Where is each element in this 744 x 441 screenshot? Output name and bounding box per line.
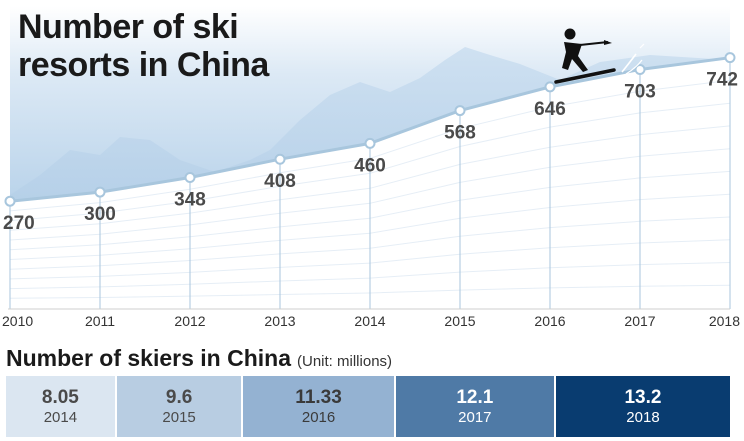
x-tick-2011: 2011 xyxy=(85,313,115,329)
skiers-year-2018: 2018 xyxy=(626,408,660,426)
skiers-title: Number of skiers in China (Unit: millions… xyxy=(6,345,392,372)
chart-title: Number of ski resorts in China xyxy=(18,8,269,84)
chart-title-line-2: resorts in China xyxy=(18,46,269,84)
x-tick-2017: 2017 xyxy=(624,313,655,329)
x-tick-2016: 2016 xyxy=(534,313,565,329)
skiers-year-2014: 2014 xyxy=(43,408,78,426)
skiers-value-2018: 13.2 xyxy=(624,386,662,408)
skier-icon xyxy=(554,28,645,84)
value-label-2018: 742 xyxy=(706,70,738,91)
value-label-2011: 300 xyxy=(84,204,116,225)
skiers-table: 8.05 2014 9.6 2015 11.33 2016 12.1 2017 13.2 2018 xyxy=(6,376,731,437)
value-label-2017: 703 xyxy=(624,82,656,103)
x-tick-2014: 2014 xyxy=(354,313,385,329)
data-point-2018 xyxy=(724,52,736,64)
x-tick-2013: 2013 xyxy=(264,313,295,329)
value-label-2014: 460 xyxy=(354,155,386,176)
skiers-year-2016: 2016 xyxy=(301,408,336,426)
value-label-2015: 568 xyxy=(444,123,476,144)
data-point-2012 xyxy=(184,171,196,183)
skiers-cell-2014: 8.05 2014 xyxy=(6,376,117,437)
chart-title-line-1: Number of ski xyxy=(18,8,239,46)
x-tick-2018: 2018 xyxy=(709,313,740,329)
skiers-cell-2018: 13.2 2018 xyxy=(555,376,731,437)
data-point-2011 xyxy=(94,186,106,198)
ski-resorts-chart: 270 300 348 408 460 568 646 703 742 2010 2011 2012… xyxy=(2,6,740,329)
value-label-2013: 408 xyxy=(264,171,296,192)
data-point-2016 xyxy=(544,81,556,93)
skiers-value-2015: 9.6 xyxy=(165,386,193,408)
skiers-value-2014: 8.05 xyxy=(41,386,79,408)
data-point-2010 xyxy=(4,195,16,207)
skiers-title-text: Number of skiers in China xyxy=(6,345,292,371)
x-tick-2015: 2015 xyxy=(444,313,475,329)
skiers-unit: (Unit: millions) xyxy=(297,353,393,370)
data-point-2014 xyxy=(364,137,376,149)
value-label-2016: 646 xyxy=(534,99,566,120)
skiers-cell-2016: 11.33 2016 xyxy=(243,376,396,437)
skiers-cell-2017: 12.1 2017 xyxy=(395,376,556,437)
drop-lines xyxy=(9,57,731,309)
skiers-value-2016: 11.33 xyxy=(295,386,342,408)
skiers-cell-2015: 9.6 2015 xyxy=(116,376,244,437)
value-label-2010: 270 xyxy=(3,213,35,234)
skiers-year-2015: 2015 xyxy=(162,408,196,426)
x-tick-2012: 2012 xyxy=(174,313,205,329)
data-point-2017 xyxy=(634,64,646,76)
skiers-year-2017: 2017 xyxy=(458,408,492,426)
x-tick-2010: 2010 xyxy=(2,313,33,329)
data-point-2015 xyxy=(454,105,466,117)
value-label-2012: 348 xyxy=(174,189,206,210)
skiers-value-2017: 12.1 xyxy=(456,386,494,408)
data-point-2013 xyxy=(274,153,286,165)
